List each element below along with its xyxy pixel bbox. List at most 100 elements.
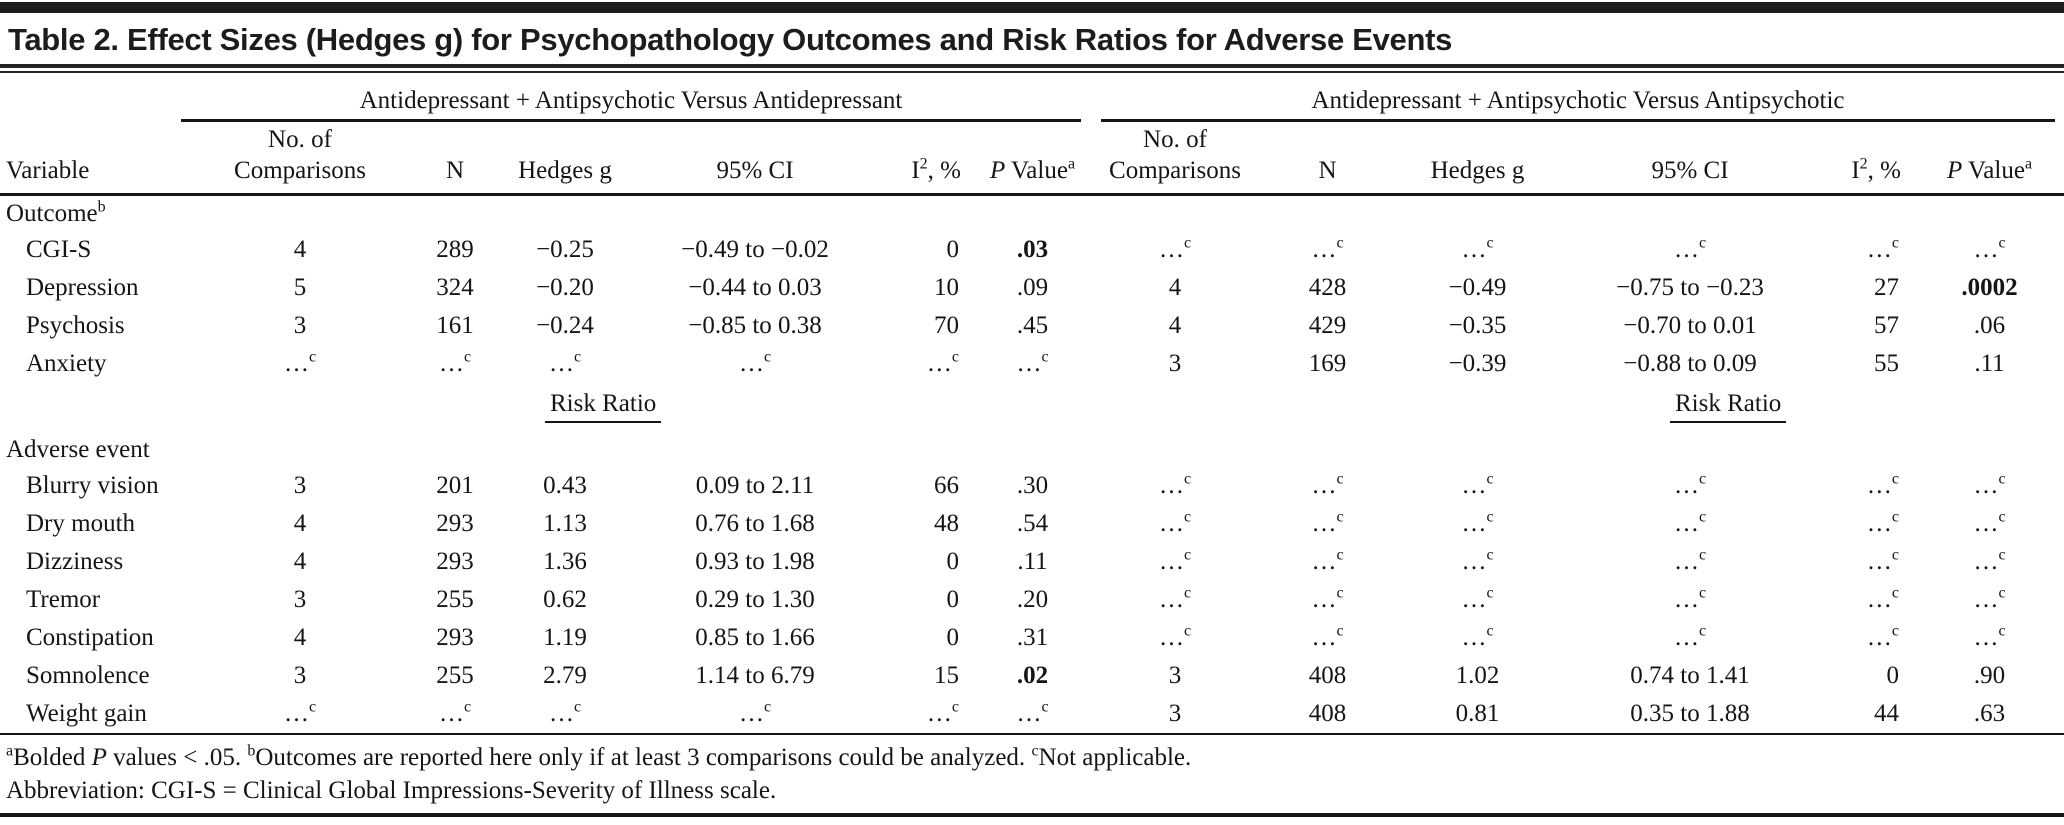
table-cell: …c xyxy=(1461,508,1494,537)
table-cell: …c xyxy=(438,698,472,727)
table-cell: 201 xyxy=(436,472,474,499)
column-header: 95% CI xyxy=(640,122,870,196)
table-cell: 0 xyxy=(1886,662,1900,689)
table-cell: −0.25 xyxy=(536,236,594,263)
table-cell: −0.39 xyxy=(1448,350,1507,377)
table-row: Tremor 3 255 0.62 0.29 to 1.30 0 .20 …c …c …c …c …c… xyxy=(0,581,2064,619)
table-cell: 27 xyxy=(1874,274,1899,301)
footnotes: aBolded P values < .05. bOutcomes are re… xyxy=(0,735,2064,810)
table-cell: 1.36 xyxy=(543,548,587,575)
table-cell: …c xyxy=(1673,546,1707,575)
table-cell: …c xyxy=(1311,470,1344,499)
table-cell: 66 xyxy=(934,472,959,499)
table-cell: 3 xyxy=(293,472,307,499)
table-cell: 0 xyxy=(946,586,960,613)
table-cell: 0.09 to 2.11 xyxy=(695,472,815,499)
table-cell: …c xyxy=(1866,234,1899,263)
table-cell: 4 xyxy=(293,548,307,575)
group-header-row: Antidepressant + Antipsychotic Versus An… xyxy=(0,73,2064,123)
column-header: P Valuea xyxy=(975,122,1090,196)
table-cell: −0.75 to −0.23 xyxy=(1616,274,1764,301)
column-header: Hedges g xyxy=(490,122,640,196)
table-cell: …c xyxy=(1973,470,2006,499)
table-cell: …c xyxy=(1673,470,1707,499)
table-cell: 1.19 xyxy=(543,624,587,651)
table-row: Somnolence 3 255 2.79 1.14 to 6.79 15 .02 3 408 1… xyxy=(0,657,2064,695)
table-cell: 3 xyxy=(1168,700,1182,727)
table-row: Blurry vision 3 201 0.43 0.09 to 2.11 66 .30 …c… xyxy=(0,467,2064,505)
table-cell: 3 xyxy=(1168,662,1182,689)
table-row: Dry mouth 4 293 1.13 0.76 to 1.68 48 .54 …c …c …c… xyxy=(0,505,2064,543)
table-cell: .06 xyxy=(1973,312,2006,339)
table-cell: 289 xyxy=(436,236,474,263)
risk-ratio-label: Risk Ratio xyxy=(490,383,870,430)
table-cell: …c xyxy=(1866,508,1899,537)
table-cell: 3 xyxy=(293,662,307,689)
section-label: Outcomeb xyxy=(6,198,106,227)
footnote-divider-rule xyxy=(0,733,2064,735)
row-label: Constipation xyxy=(26,624,154,651)
table-cell: 70 xyxy=(934,312,959,339)
column-header: 95% CI xyxy=(1560,122,1820,196)
table-cell: 10 xyxy=(934,274,959,301)
table-cell: …c xyxy=(1461,470,1494,499)
table-cell: …c xyxy=(1311,584,1344,613)
table-cell: …c xyxy=(1311,234,1344,263)
table-cell: 48 xyxy=(934,510,959,537)
table-row: Weight gain …c …c …c …c …c …c 3 408 0.81 0.35 to 1… xyxy=(0,695,2064,733)
table-cell: .02 xyxy=(1016,662,1049,689)
table-cell: 3 xyxy=(1168,350,1182,377)
table-cell: 0 xyxy=(946,236,960,263)
table-cell: 0.81 xyxy=(1455,700,1500,727)
table-cell: 4 xyxy=(1168,274,1182,301)
table-cell: …c xyxy=(1311,508,1344,537)
column-header: I2, % xyxy=(870,122,975,196)
row-label: Blurry vision xyxy=(26,472,159,499)
table-cell: …c xyxy=(1461,622,1494,651)
table-cell: 3 xyxy=(293,312,307,339)
table-cell: −0.88 to 0.09 xyxy=(1623,350,1757,377)
table-cell: …c xyxy=(1673,584,1707,613)
table-cell: …c xyxy=(1461,584,1494,613)
table-cell: −0.24 xyxy=(536,312,594,339)
section-label: Adverse event xyxy=(6,436,150,463)
table-cell: …c xyxy=(1158,584,1192,613)
table-row: CGI-S 4 289 −0.25 −0.49 to −0.02 0 .03 …c …c …c …c… xyxy=(0,231,2064,269)
table-cell: …c xyxy=(1866,622,1899,651)
top-rule-bar xyxy=(0,2,2064,13)
table-cell: 2.79 xyxy=(543,662,587,689)
footnote-line: aBolded P values < .05. bOutcomes are re… xyxy=(6,742,1192,771)
table-cell: …c xyxy=(926,698,959,727)
table-cell: …c xyxy=(926,348,959,377)
table-cell: 293 xyxy=(436,548,474,575)
table-cell: −0.85 to 0.38 xyxy=(688,312,822,339)
risk-ratio-label: Risk Ratio xyxy=(1395,383,1820,430)
table-cell: .54 xyxy=(1016,510,1049,537)
row-label: Depression xyxy=(26,274,139,301)
table-cell: 408 xyxy=(1308,700,1347,727)
table-cell: …c xyxy=(1158,234,1192,263)
table-row: Anxiety …c …c …c …c …c …c 3 169 −0.39 −0.88 to 0.0… xyxy=(0,345,2064,383)
table-cell: …c xyxy=(1311,546,1344,575)
table-row: Constipation 4 293 1.19 0.85 to 1.66 0 .31 …c …c… xyxy=(0,619,2064,657)
table-cell: 255 xyxy=(436,586,474,613)
table-cell: 0.76 to 1.68 xyxy=(695,510,815,537)
table-cell: 0 xyxy=(946,548,960,575)
table-cell: …c xyxy=(1673,508,1707,537)
table-cell: …c xyxy=(738,698,772,727)
table-cell: .11 xyxy=(1974,350,2005,377)
table-cell: 293 xyxy=(436,510,474,537)
table-cell: …c xyxy=(1973,622,2006,651)
table-cell: .03 xyxy=(1016,236,1049,263)
table-cell: …c xyxy=(1673,622,1707,651)
table-cell: 255 xyxy=(436,662,474,689)
table-cell: 428 xyxy=(1308,274,1347,301)
column-header: No. of Comparisons xyxy=(180,122,420,196)
table-cell: 0.74 to 1.41 xyxy=(1630,662,1750,689)
table-cell: .30 xyxy=(1016,472,1049,499)
table-row: Psychosis 3 161 −0.24 −0.85 to 0.38 70 .45 4 429… xyxy=(0,307,2064,345)
table-cell: …c xyxy=(738,348,772,377)
table-row: Depression 5 324 −0.20 −0.44 to 0.03 10 .09 4 42… xyxy=(0,269,2064,307)
spacer-cell xyxy=(0,73,180,123)
table-cell: …c xyxy=(548,348,582,377)
